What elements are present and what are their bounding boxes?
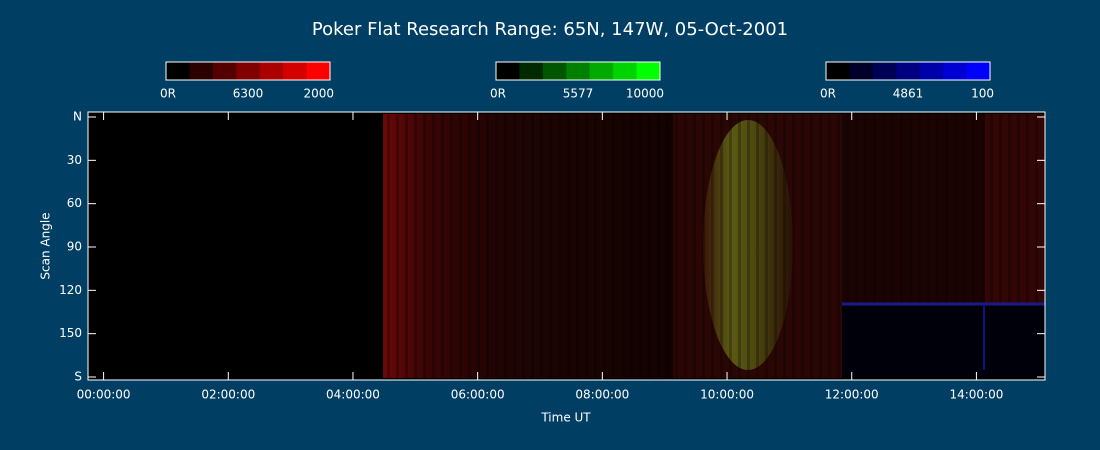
plot-frame	[87, 111, 1046, 381]
colorbar-segment	[849, 62, 874, 80]
x-tick-label: 02:00:00	[201, 388, 255, 402]
y-tick-label: 150	[59, 326, 82, 340]
colorbar-wavelength: 4861	[893, 87, 924, 101]
x-tick-label: 14:00:00	[949, 388, 1003, 402]
x-tick-label: 08:00:00	[575, 388, 629, 402]
colorbar-max-label: 100	[971, 87, 994, 101]
colorbar-frame	[495, 61, 661, 81]
colorbar-segment	[519, 62, 544, 80]
colorbar-segment	[306, 62, 331, 80]
plot-image	[88, 112, 1045, 380]
y-tick-label: 30	[67, 153, 82, 167]
colorbar-min-label: 0R	[160, 87, 176, 101]
colorbar-min-label: 0R	[490, 87, 506, 101]
colorbar-min-label: 0R	[820, 87, 836, 101]
x-tick-label: 10:00:00	[700, 388, 754, 402]
colorbar-segment	[636, 62, 661, 80]
y-tick-label: 90	[67, 240, 82, 254]
colorbar-wavelength: 6300	[233, 87, 264, 101]
x-tick-label: 06:00:00	[451, 388, 505, 402]
colorbar-frame	[825, 61, 991, 81]
colorbar-segment	[966, 62, 991, 80]
colorbar-segment	[943, 62, 968, 80]
x-tick-label: 04:00:00	[326, 388, 380, 402]
x-tick-label: 00:00:00	[77, 388, 131, 402]
x-axis-label: Time UT	[540, 411, 591, 425]
colorbar-segment	[542, 62, 567, 80]
y-tick-label: 60	[67, 196, 82, 210]
image-blue-region	[842, 304, 1045, 378]
colorbar-segment	[166, 62, 190, 80]
colorbar-segment	[589, 62, 614, 80]
colorbar-segment	[872, 62, 897, 80]
colorbar-segment	[259, 62, 284, 80]
colorbar-segment	[896, 62, 921, 80]
colorbar-segment	[212, 62, 237, 80]
x-tick-label: 12:00:00	[825, 388, 879, 402]
colorbar-segment	[283, 62, 308, 80]
colorbar-segment	[826, 62, 850, 80]
colorbar-segment	[496, 62, 520, 80]
colorbar-segment	[919, 62, 944, 80]
chart-title: Poker Flat Research Range: 65N, 147W, 05…	[312, 19, 788, 40]
colorbar-frame	[165, 61, 331, 81]
colorbar-segment	[613, 62, 638, 80]
colorbar-max-label: 2000	[303, 87, 334, 101]
colorbar-segment	[189, 62, 214, 80]
axes	[88, 112, 1045, 380]
colorbar-wavelength: 5577	[563, 87, 594, 101]
y-tick-label: S	[74, 370, 82, 384]
colorbar-max-label: 10000	[626, 87, 664, 101]
y-axis-label: Scan Angle	[39, 212, 53, 279]
colorbar-segment	[236, 62, 261, 80]
y-tick-label: N	[73, 110, 82, 124]
colorbar-segment	[566, 62, 591, 80]
y-tick-label: 120	[59, 283, 82, 297]
